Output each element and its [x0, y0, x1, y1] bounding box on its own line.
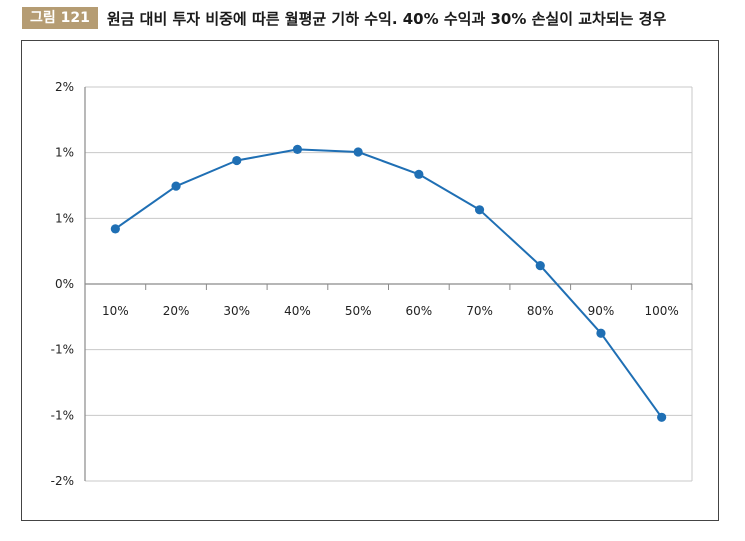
x-tick-label: 50% — [345, 304, 372, 318]
data-point — [596, 328, 606, 338]
data-point — [110, 224, 120, 234]
x-tick-label: 20% — [163, 304, 190, 318]
data-point — [414, 169, 424, 179]
x-tick-label: 10% — [102, 304, 129, 318]
data-point — [657, 412, 667, 422]
y-tick-label: 1% — [55, 146, 74, 160]
y-tick-label: -2% — [51, 474, 74, 488]
chart-frame — [21, 40, 719, 521]
y-tick-label: -1% — [51, 408, 74, 422]
x-tick-label: 70% — [466, 304, 493, 318]
x-tick-label: 90% — [588, 304, 615, 318]
x-tick-label: 60% — [406, 304, 433, 318]
y-tick-label: 2% — [55, 80, 74, 94]
figure-title: 원금 대비 투자 비중에 따른 월평균 기하 수익. 40% 수익과 30% 손… — [106, 9, 667, 28]
x-tick-label: 100% — [644, 304, 678, 318]
data-point — [474, 205, 485, 215]
figure-number-badge: 그림 121 — [22, 7, 98, 29]
data-point — [171, 181, 181, 191]
data-point — [535, 261, 545, 271]
x-tick-label: 80% — [527, 304, 554, 318]
x-tick-label: 30% — [223, 304, 250, 318]
y-tick-label: 0% — [55, 277, 74, 291]
y-tick-label: 1% — [55, 211, 74, 225]
data-point — [232, 155, 242, 166]
data-point — [353, 147, 363, 157]
figure-caption: 그림 121 원금 대비 투자 비중에 따른 월평균 기하 수익. 40% 수익… — [22, 6, 666, 30]
data-point — [292, 144, 303, 154]
y-tick-label: -1% — [51, 343, 74, 357]
x-tick-label: 40% — [284, 304, 311, 318]
series-line — [114, 148, 663, 418]
